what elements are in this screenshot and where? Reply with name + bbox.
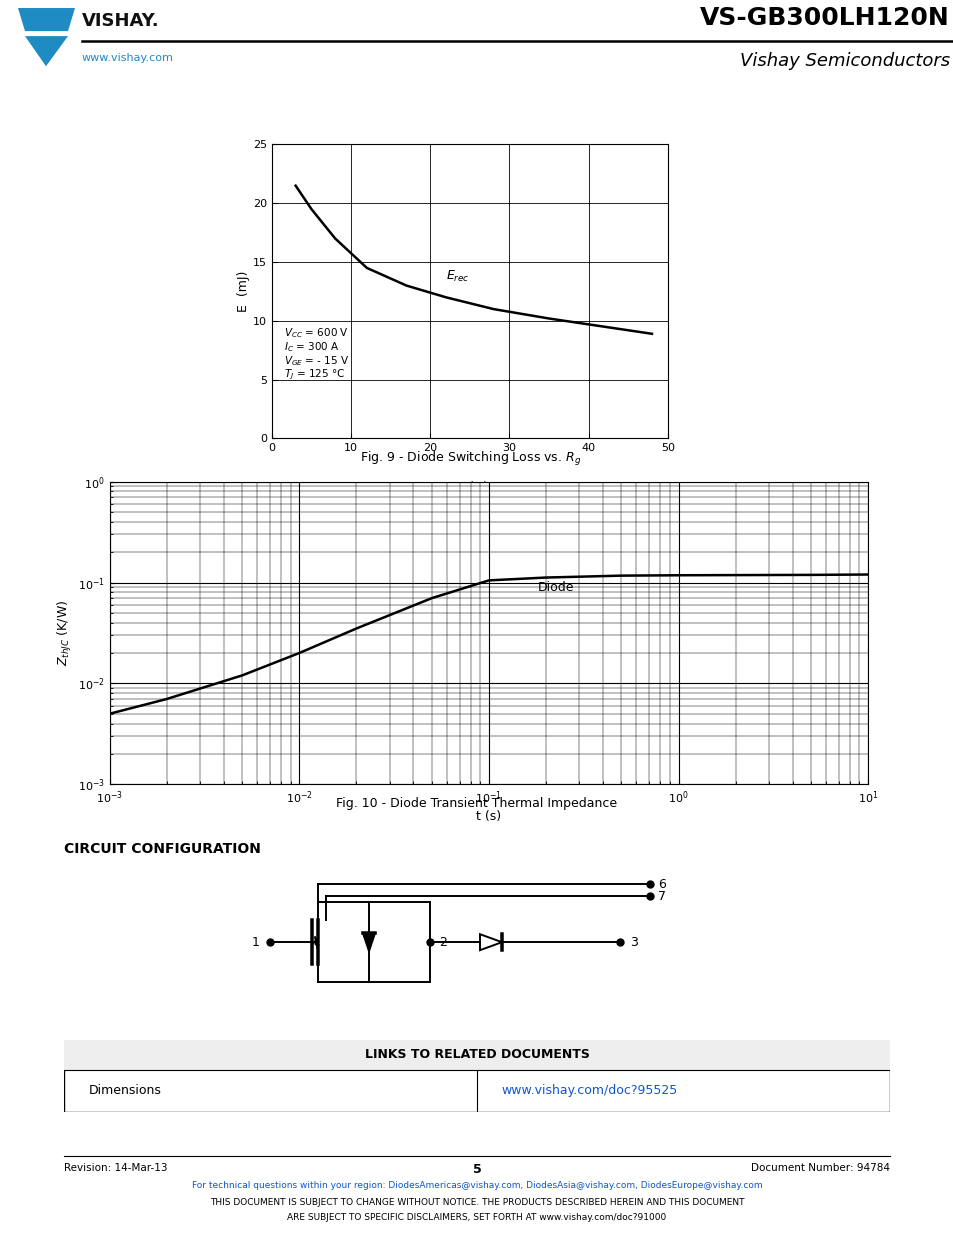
Text: VS-GB300LH120N: VS-GB300LH120N — [700, 6, 949, 30]
Text: Document Number: 94784: Document Number: 94784 — [750, 1163, 889, 1173]
Y-axis label: E  (mJ): E (mJ) — [237, 270, 250, 312]
Text: 1: 1 — [252, 936, 259, 948]
Text: Fig. 10 - Diode Transient Thermal Impedance: Fig. 10 - Diode Transient Thermal Impeda… — [336, 797, 617, 810]
Text: THIS DOCUMENT IS SUBJECT TO CHANGE WITHOUT NOTICE. THE PRODUCTS DESCRIBED HEREIN: THIS DOCUMENT IS SUBJECT TO CHANGE WITHO… — [210, 1198, 743, 1207]
Text: Revision: 14-Mar-13: Revision: 14-Mar-13 — [64, 1163, 167, 1173]
Text: www.vishay.com: www.vishay.com — [82, 53, 173, 63]
Text: $R_g$ (Ω): $R_g$ (Ω) — [450, 479, 489, 498]
Polygon shape — [479, 934, 501, 950]
Text: www.vishay.com/doc?95525: www.vishay.com/doc?95525 — [501, 1084, 678, 1097]
Text: Vishay Semiconductors: Vishay Semiconductors — [740, 52, 949, 70]
Text: ARE SUBJECT TO SPECIFIC DISCLAIMERS, SET FORTH AT www.vishay.com/doc?91000: ARE SUBJECT TO SPECIFIC DISCLAIMERS, SET… — [287, 1213, 666, 1221]
Polygon shape — [363, 934, 375, 951]
Polygon shape — [18, 7, 75, 31]
X-axis label: t (s): t (s) — [476, 810, 501, 823]
Text: 3: 3 — [629, 936, 638, 948]
Text: VISHAY.: VISHAY. — [82, 12, 159, 30]
Polygon shape — [25, 36, 68, 67]
Text: 7: 7 — [658, 889, 665, 903]
Text: $V_{GE}$ = - 15 V: $V_{GE}$ = - 15 V — [283, 354, 349, 368]
Text: $V_{CC}$ = 600 V: $V_{CC}$ = 600 V — [283, 326, 349, 340]
Y-axis label: $Z_{thJC}$ (K/W): $Z_{thJC}$ (K/W) — [55, 600, 73, 666]
Text: 5: 5 — [472, 1163, 481, 1177]
FancyBboxPatch shape — [64, 1040, 889, 1112]
Text: 2: 2 — [438, 936, 446, 948]
FancyBboxPatch shape — [64, 1040, 889, 1070]
Text: $T_J$ = 125 °C: $T_J$ = 125 °C — [283, 368, 345, 382]
Text: Fig. 9 - Diode Switching Loss vs. $R_g$: Fig. 9 - Diode Switching Loss vs. $R_g$ — [359, 450, 580, 468]
Text: $I_C$ = 300 A: $I_C$ = 300 A — [283, 340, 339, 353]
Text: LINKS TO RELATED DOCUMENTS: LINKS TO RELATED DOCUMENTS — [364, 1049, 589, 1061]
Text: Diode: Diode — [537, 580, 573, 594]
Text: CIRCUIT CONFIGURATION: CIRCUIT CONFIGURATION — [64, 842, 260, 856]
Text: Dimensions: Dimensions — [89, 1084, 161, 1097]
Text: 6: 6 — [658, 878, 665, 890]
Text: $E_{rec}$: $E_{rec}$ — [446, 269, 469, 284]
Text: For technical questions within your region: DiodesAmericas@vishay.com, DiodesAsi: For technical questions within your regi… — [192, 1181, 761, 1189]
